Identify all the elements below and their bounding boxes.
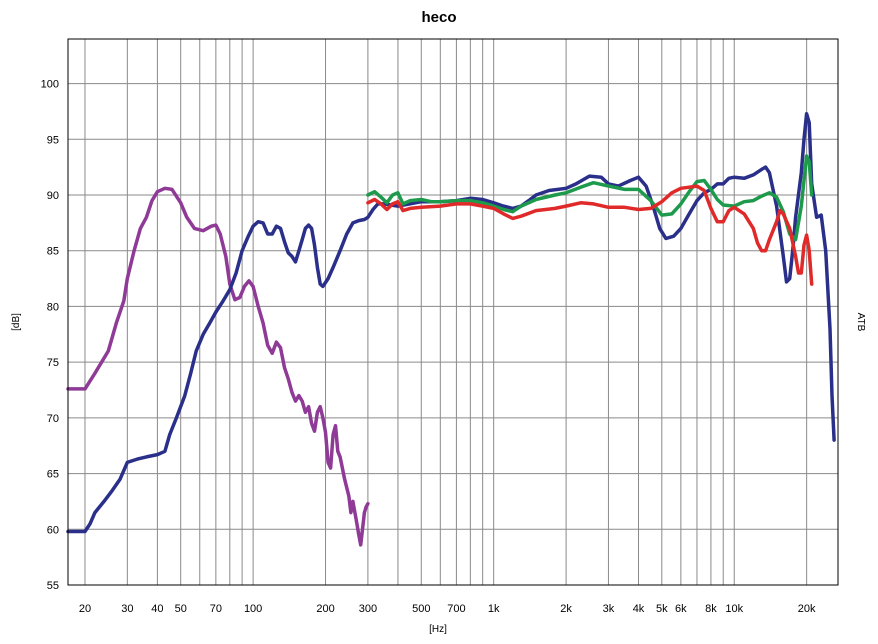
chart-title: heco (421, 9, 457, 26)
y-axis-label: [dB] (11, 313, 22, 331)
x-tick-label: 70 (210, 603, 222, 615)
x-tick-label: 10k (725, 603, 743, 615)
series-layer (66, 111, 836, 547)
plot-background (68, 39, 838, 585)
x-tick-label: 500 (412, 603, 430, 615)
x-tick-label: 3k (603, 603, 615, 615)
y-axis-ticks: 55 60 65 70 75 80 85 90 95 100 (41, 79, 59, 592)
x-tick-label: 1k (488, 603, 500, 615)
x-axis-ticks: 20 30 40 50 70 100 200 300 500 700 1k 2k 3k 4k 5k 6k 8k 1… (79, 603, 816, 615)
y-tick-label: 85 (47, 246, 59, 258)
x-tick-label: 20k (798, 603, 816, 615)
series-line-2 (66, 111, 836, 534)
y-tick-label: 95 (47, 134, 59, 146)
x-tick-label: 6k (675, 603, 687, 615)
y-tick-label: 90 (47, 190, 59, 202)
right-axis-label: ATB (855, 313, 866, 332)
x-tick-label: 40 (151, 603, 163, 615)
x-tick-label: 50 (175, 603, 187, 615)
x-tick-label: 20 (79, 603, 91, 615)
x-tick-label: 700 (447, 603, 465, 615)
x-tick-label: 30 (121, 603, 133, 615)
x-tick-label: 2k (560, 603, 572, 615)
x-tick-label: 100 (244, 603, 262, 615)
y-tick-label: 65 (47, 469, 59, 481)
series-line-3 (366, 154, 814, 242)
x-tick-label: 4k (633, 603, 645, 615)
y-tick-label: 75 (47, 357, 59, 369)
x-tick-label: 200 (316, 603, 334, 615)
y-tick-label: 100 (41, 79, 59, 91)
y-tick-label: 80 (47, 301, 59, 313)
x-tick-label: 300 (359, 603, 377, 615)
series-line-1 (66, 186, 370, 547)
x-tick-label: 5k (656, 603, 668, 615)
y-tick-label: 70 (47, 413, 59, 425)
x-tick-label: 8k (705, 603, 717, 615)
x-axis-label: [Hz] (429, 624, 447, 635)
plot-frame (67, 38, 839, 586)
y-tick-label: 55 (47, 580, 59, 592)
series-line-4 (366, 184, 814, 286)
y-tick-label: 60 (47, 524, 59, 536)
